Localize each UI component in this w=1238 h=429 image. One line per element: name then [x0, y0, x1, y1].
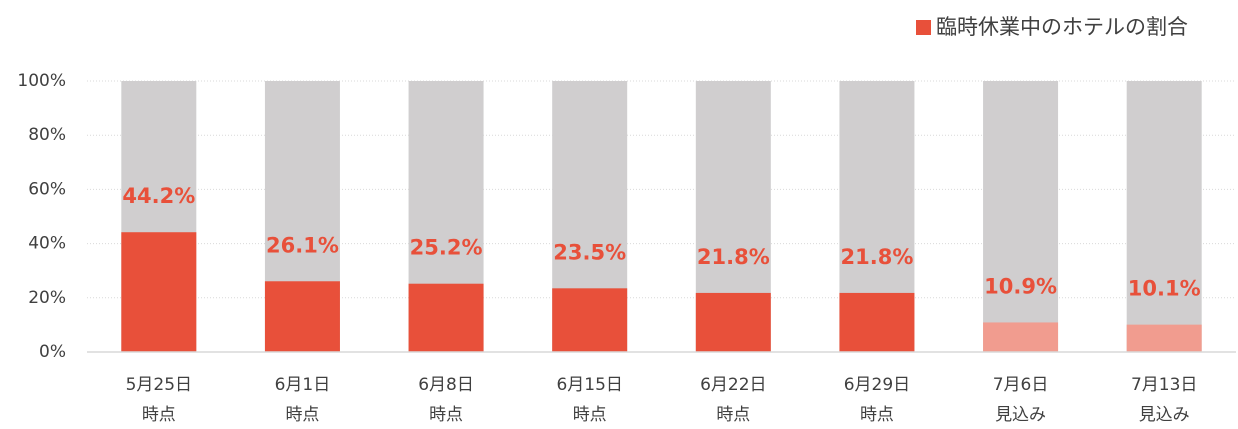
bar	[264, 281, 340, 352]
y-tick-label: 0%	[39, 342, 66, 362]
x-tick-label: 時点	[716, 405, 750, 425]
x-tick-label: 6月29日	[844, 375, 910, 395]
bar	[1126, 324, 1202, 352]
x-tick-label: 時点	[142, 405, 176, 425]
x-tick-label: 6月15日	[556, 375, 622, 395]
value-label: 23.5%	[553, 240, 626, 264]
y-tick-label: 40%	[28, 234, 66, 254]
x-tick-label: 7月13日	[1131, 375, 1197, 395]
value-label: 21.8%	[697, 245, 770, 269]
x-tick-label: 時点	[860, 405, 894, 425]
value-label: 10.1%	[1128, 277, 1201, 301]
legend-label: 臨時休業中のホテルの割合	[936, 15, 1188, 39]
bar	[121, 232, 197, 352]
value-label: 25.2%	[410, 236, 483, 260]
y-tick-label: 80%	[28, 125, 66, 145]
bar-track	[1126, 81, 1202, 352]
y-tick-label: 100%	[17, 71, 66, 91]
legend-swatch	[916, 20, 931, 35]
x-tick-label: 時点	[573, 405, 607, 425]
bar	[552, 288, 628, 352]
x-tick-label: 5月25日	[126, 375, 192, 395]
bar	[408, 283, 484, 352]
value-label: 26.1%	[266, 233, 339, 257]
value-label: 21.8%	[841, 245, 914, 269]
bar	[695, 292, 771, 352]
value-label: 10.9%	[984, 274, 1057, 298]
x-tick-label: 7月6日	[993, 375, 1049, 395]
x-tick-label: 6月8日	[418, 375, 474, 395]
x-tick-label: 時点	[429, 405, 463, 425]
y-tick-label: 60%	[28, 179, 66, 199]
bar	[839, 292, 915, 352]
bar	[983, 322, 1059, 352]
x-tick-label: 時点	[285, 405, 319, 425]
y-tick-label: 20%	[28, 288, 66, 308]
x-tick-label: 見込み	[995, 405, 1046, 425]
bar-track	[983, 81, 1059, 352]
x-tick-label: 6月22日	[700, 375, 766, 395]
x-tick-label: 6月1日	[275, 375, 331, 395]
value-label: 44.2%	[122, 184, 195, 208]
x-tick-label: 見込み	[1139, 405, 1190, 425]
